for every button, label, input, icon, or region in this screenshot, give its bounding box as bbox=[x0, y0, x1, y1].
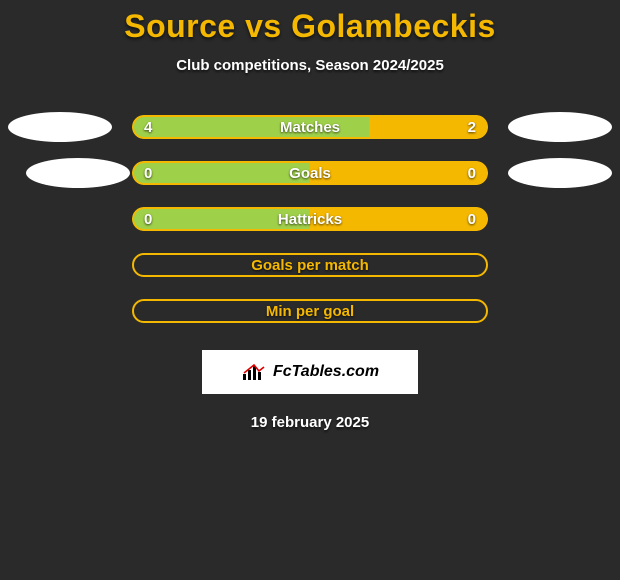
bar-fill-left bbox=[132, 115, 369, 139]
stat-value-left: 0 bbox=[144, 207, 152, 231]
source-badge: FcTables.com bbox=[202, 350, 418, 394]
bars-icon bbox=[241, 362, 267, 382]
stat-value-right: 0 bbox=[468, 207, 476, 231]
bar-fill-left bbox=[132, 161, 310, 185]
player-marker-left bbox=[26, 158, 130, 188]
stat-bar: Min per goal bbox=[132, 299, 488, 323]
comparison-chart: 42Matches00Goals00HattricksGoals per mat… bbox=[0, 104, 620, 334]
page-title: Source vs Golambeckis bbox=[0, 0, 620, 45]
stat-row: Goals per match bbox=[8, 242, 612, 288]
stat-value-left: 4 bbox=[144, 115, 152, 139]
bar-fill-right bbox=[310, 207, 488, 231]
stat-bar: 42Matches bbox=[132, 115, 488, 139]
stat-row: Min per goal bbox=[8, 288, 612, 334]
stat-label: Goals per match bbox=[134, 255, 486, 275]
player-marker-left bbox=[8, 112, 112, 142]
stat-bar: 00Goals bbox=[132, 161, 488, 185]
stat-value-right: 2 bbox=[468, 115, 476, 139]
stat-bar: 00Hattricks bbox=[132, 207, 488, 231]
stat-value-right: 0 bbox=[468, 161, 476, 185]
subtitle: Club competitions, Season 2024/2025 bbox=[0, 57, 620, 74]
bar-fill-right bbox=[310, 161, 488, 185]
player-marker-right bbox=[508, 112, 612, 142]
stat-row: 42Matches bbox=[8, 104, 612, 150]
stat-row: 00Hattricks bbox=[8, 196, 612, 242]
date-label: 19 february 2025 bbox=[0, 414, 620, 431]
stat-label: Min per goal bbox=[134, 301, 486, 321]
stat-value-left: 0 bbox=[144, 161, 152, 185]
stat-row: 00Goals bbox=[8, 150, 612, 196]
bar-fill-left bbox=[132, 207, 310, 231]
badge-text: FcTables.com bbox=[273, 363, 379, 381]
stat-bar: Goals per match bbox=[132, 253, 488, 277]
player-marker-right bbox=[508, 158, 612, 188]
